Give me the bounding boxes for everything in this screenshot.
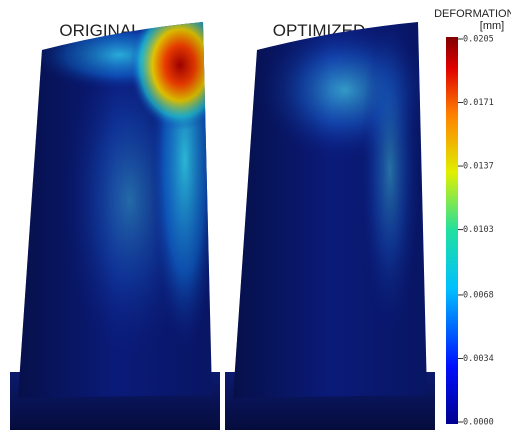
tick-label: 0.0205: [463, 35, 494, 45]
tick-label: 0.0034: [463, 354, 494, 364]
figure: ORIGINAL OPTIMIZED DEFORMATIONS [mm] 0.0…: [0, 0, 511, 430]
tick-label: 0.0171: [463, 98, 494, 108]
tick-label: 0.0000: [463, 418, 494, 428]
tick-label: 0.0103: [463, 225, 494, 235]
original-blade: [0, 0, 230, 430]
optimized-blade: [215, 0, 445, 430]
colorbar: [446, 37, 458, 424]
tick-label: 0.0137: [463, 162, 494, 172]
tick-label: 0.0068: [463, 290, 494, 300]
colorbar-title: DEFORMATIONS: [434, 8, 511, 20]
colorbar-unit: [mm]: [480, 20, 504, 32]
colorbar-ticks: 0.0000 0.0034 0.0068 0.0103 0.0137 0.0171 0.02…: [458, 35, 494, 428]
